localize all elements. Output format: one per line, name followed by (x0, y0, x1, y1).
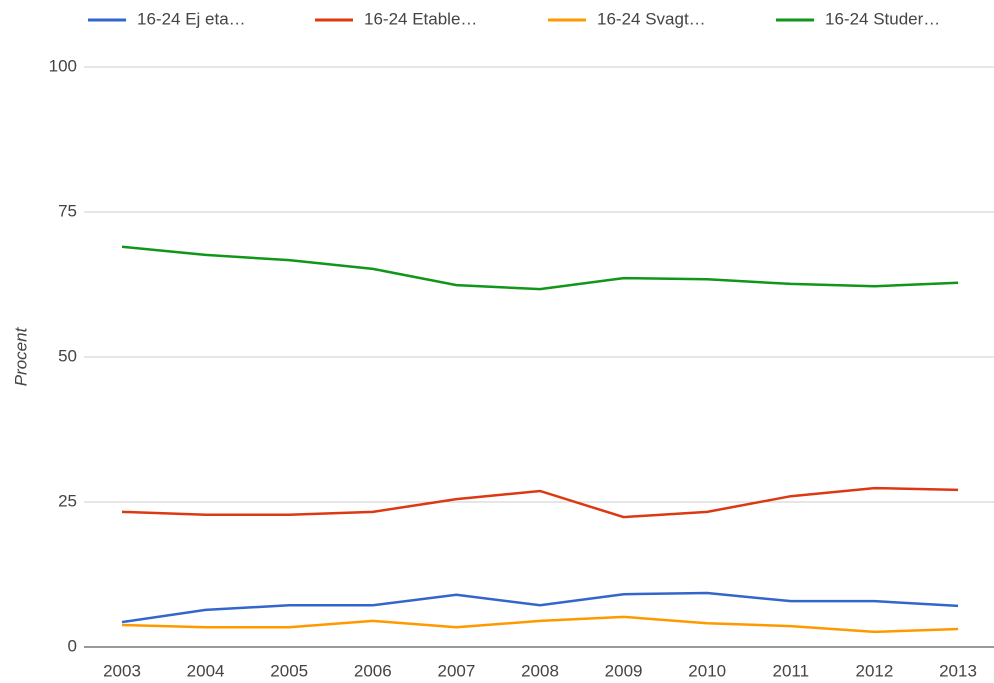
x-tick-label: 2008 (521, 661, 559, 680)
y-tick-label: 0 (68, 636, 77, 655)
legend-label: 16-24 Svagt… (597, 9, 706, 28)
x-tick-label: 2004 (187, 661, 225, 680)
y-tick-label: 100 (49, 56, 77, 75)
legend-label: 16-24 Ej eta… (137, 9, 246, 28)
x-tick-label: 2012 (855, 661, 893, 680)
legend-label: 16-24 Studer… (825, 9, 940, 28)
x-tick-label: 2007 (437, 661, 475, 680)
series-line (121, 591, 959, 624)
y-tick-label: 25 (58, 491, 77, 510)
x-tick-label: 2013 (939, 661, 977, 680)
y-tick-label: 50 (58, 346, 77, 365)
x-tick-label: 2006 (354, 661, 392, 680)
x-tick-label: 2003 (103, 661, 141, 680)
legend-label: 16-24 Etable… (364, 9, 477, 28)
series-line (121, 245, 959, 291)
series-line (121, 486, 959, 519)
x-tick-label: 2011 (773, 661, 810, 680)
x-tick-label: 2009 (605, 661, 643, 680)
y-tick-label: 75 (58, 201, 77, 220)
series-line (121, 615, 959, 634)
x-tick-label: 2005 (270, 661, 308, 680)
y-axis-label: Procent (11, 326, 30, 386)
x-tick-label: 2010 (688, 661, 726, 680)
